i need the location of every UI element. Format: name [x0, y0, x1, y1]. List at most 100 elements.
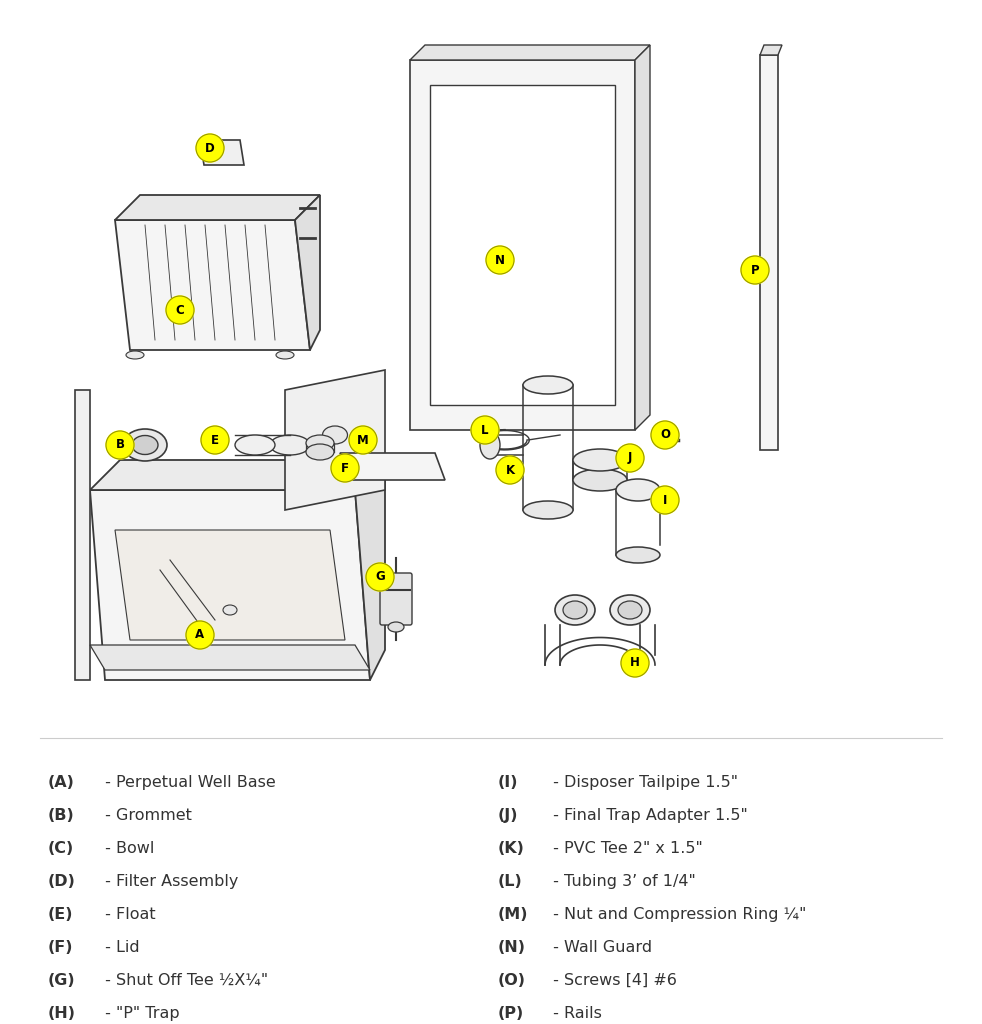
Ellipse shape — [610, 595, 650, 625]
Circle shape — [166, 296, 194, 324]
Text: (P): (P) — [498, 1006, 524, 1021]
FancyBboxPatch shape — [380, 573, 412, 625]
Text: J: J — [627, 452, 632, 465]
Polygon shape — [285, 370, 385, 510]
Ellipse shape — [616, 547, 660, 563]
Circle shape — [621, 649, 649, 677]
Polygon shape — [295, 195, 320, 350]
Ellipse shape — [270, 435, 310, 455]
Ellipse shape — [306, 435, 334, 451]
Circle shape — [106, 431, 134, 459]
Text: N: N — [495, 254, 505, 266]
Text: (O): (O) — [498, 973, 526, 988]
Polygon shape — [760, 55, 778, 450]
Text: - Grommet: - Grommet — [100, 808, 191, 823]
Ellipse shape — [132, 435, 158, 455]
Polygon shape — [200, 140, 244, 165]
Ellipse shape — [573, 469, 627, 490]
Text: (N): (N) — [498, 940, 526, 955]
Ellipse shape — [555, 595, 595, 625]
Text: (A): (A) — [48, 775, 75, 790]
Text: M: M — [357, 433, 369, 446]
Text: D: D — [205, 141, 215, 155]
Text: (F): (F) — [48, 940, 74, 955]
Text: B: B — [116, 438, 125, 452]
Polygon shape — [90, 645, 370, 670]
Text: - Bowl: - Bowl — [100, 841, 154, 856]
Text: (G): (G) — [48, 973, 76, 988]
Ellipse shape — [306, 444, 334, 460]
Circle shape — [201, 426, 229, 454]
Ellipse shape — [523, 501, 573, 519]
Text: A: A — [195, 629, 204, 641]
Polygon shape — [75, 390, 90, 680]
Text: - Final Trap Adapter 1.5": - Final Trap Adapter 1.5" — [548, 808, 747, 823]
Polygon shape — [355, 460, 385, 680]
Text: - Nut and Compression Ring ¼": - Nut and Compression Ring ¼" — [548, 907, 806, 922]
Circle shape — [651, 486, 679, 514]
Polygon shape — [90, 490, 370, 680]
Text: E: E — [211, 433, 219, 446]
Ellipse shape — [618, 601, 642, 618]
Ellipse shape — [223, 605, 237, 615]
Polygon shape — [115, 530, 345, 640]
Circle shape — [616, 444, 644, 472]
Circle shape — [741, 256, 769, 284]
Text: C: C — [176, 303, 185, 316]
Ellipse shape — [573, 449, 627, 471]
Ellipse shape — [563, 601, 587, 618]
Text: - "P" Trap: - "P" Trap — [100, 1006, 180, 1021]
Circle shape — [196, 134, 224, 162]
Polygon shape — [340, 453, 445, 480]
Ellipse shape — [126, 351, 144, 359]
Circle shape — [331, 454, 359, 482]
Polygon shape — [115, 195, 320, 220]
Ellipse shape — [354, 442, 366, 452]
Text: (K): (K) — [498, 841, 524, 856]
Ellipse shape — [322, 426, 348, 444]
Text: (E): (E) — [48, 907, 74, 922]
Ellipse shape — [276, 351, 294, 359]
Text: - Wall Guard: - Wall Guard — [548, 940, 652, 955]
Text: - Rails: - Rails — [548, 1006, 602, 1021]
Ellipse shape — [388, 622, 404, 632]
Polygon shape — [90, 460, 385, 490]
Text: G: G — [375, 570, 385, 584]
Circle shape — [186, 621, 214, 649]
Text: (M): (M) — [498, 907, 528, 922]
Text: (L): (L) — [498, 874, 522, 889]
Text: - PVC Tee 2" x 1.5": - PVC Tee 2" x 1.5" — [548, 841, 703, 856]
Text: - Tubing 3’ of 1/4": - Tubing 3’ of 1/4" — [548, 874, 696, 889]
Text: - Disposer Tailpipe 1.5": - Disposer Tailpipe 1.5" — [548, 775, 738, 790]
Ellipse shape — [235, 435, 275, 455]
Text: (J): (J) — [498, 808, 518, 823]
Text: - Lid: - Lid — [100, 940, 139, 955]
Ellipse shape — [616, 479, 660, 501]
Text: L: L — [481, 424, 489, 436]
Text: H: H — [630, 656, 640, 670]
Text: F: F — [341, 462, 349, 474]
Text: (C): (C) — [48, 841, 75, 856]
Text: (D): (D) — [48, 874, 76, 889]
Text: I: I — [663, 494, 667, 507]
Text: K: K — [506, 464, 515, 476]
Text: - Perpetual Well Base: - Perpetual Well Base — [100, 775, 276, 790]
Polygon shape — [410, 60, 635, 430]
Ellipse shape — [480, 431, 500, 459]
Polygon shape — [115, 220, 310, 350]
Polygon shape — [410, 45, 650, 60]
Text: O: O — [660, 428, 670, 441]
Text: - Float: - Float — [100, 907, 155, 922]
Text: - Shut Off Tee ½X¼": - Shut Off Tee ½X¼" — [100, 973, 268, 988]
Circle shape — [486, 246, 514, 274]
Text: (B): (B) — [48, 808, 75, 823]
Polygon shape — [760, 45, 782, 55]
Polygon shape — [635, 45, 650, 430]
Circle shape — [366, 563, 394, 591]
Circle shape — [651, 421, 679, 449]
Polygon shape — [430, 85, 615, 406]
Circle shape — [349, 426, 377, 454]
Text: - Filter Assembly: - Filter Assembly — [100, 874, 239, 889]
Text: (H): (H) — [48, 1006, 76, 1021]
Text: (I): (I) — [498, 775, 518, 790]
